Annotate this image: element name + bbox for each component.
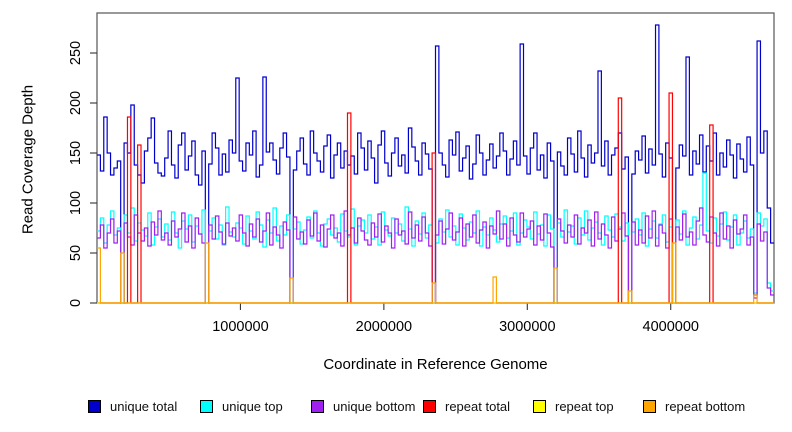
legend-label: repeat top: [555, 398, 614, 414]
legend-swatch-icon: [88, 399, 101, 413]
legend-label: unique bottom: [333, 398, 416, 414]
legend-label: unique top: [222, 398, 283, 414]
legend-item-repeat-top: repeat top: [533, 397, 614, 415]
legend-item-unique-top: unique top: [200, 397, 283, 415]
legend-label: unique total: [110, 398, 178, 414]
legend: unique total unique top unique bottom repea…: [0, 397, 792, 419]
y-tick-label: 150: [68, 141, 84, 165]
legend-swatch-icon: [533, 399, 546, 413]
legend-item-unique-total: unique total: [88, 397, 177, 415]
legend-item-unique-bottom: unique bottom: [311, 397, 415, 415]
y-axis-label: Read Coverage Depth: [19, 84, 37, 235]
x-tick-label: 3000000: [499, 319, 555, 335]
y-tick-label: 100: [68, 191, 84, 215]
x-axis-label: Coordinate in Reference Genome: [323, 356, 548, 373]
legend-label: repeat bottom: [665, 398, 746, 414]
legend-item-repeat-total: repeat total: [423, 397, 510, 415]
legend-swatch-icon: [311, 399, 324, 413]
y-tick-label: 0: [68, 299, 84, 307]
y-tick-label: 250: [68, 41, 84, 65]
legend-swatch-icon: [200, 399, 213, 413]
legend-swatch-icon: [423, 399, 436, 413]
series-repeat-bottom: [97, 242, 774, 304]
x-tick-label: 1000000: [212, 319, 268, 335]
y-tick-label: 50: [68, 245, 84, 261]
legend-swatch-icon: [643, 399, 656, 413]
legend-label: repeat total: [445, 398, 511, 414]
y-tick-label: 200: [68, 91, 84, 115]
legend-item-repeat-bottom: repeat bottom: [643, 397, 745, 415]
x-tick-label: 4000000: [643, 319, 699, 335]
x-tick-label: 2000000: [356, 319, 412, 335]
